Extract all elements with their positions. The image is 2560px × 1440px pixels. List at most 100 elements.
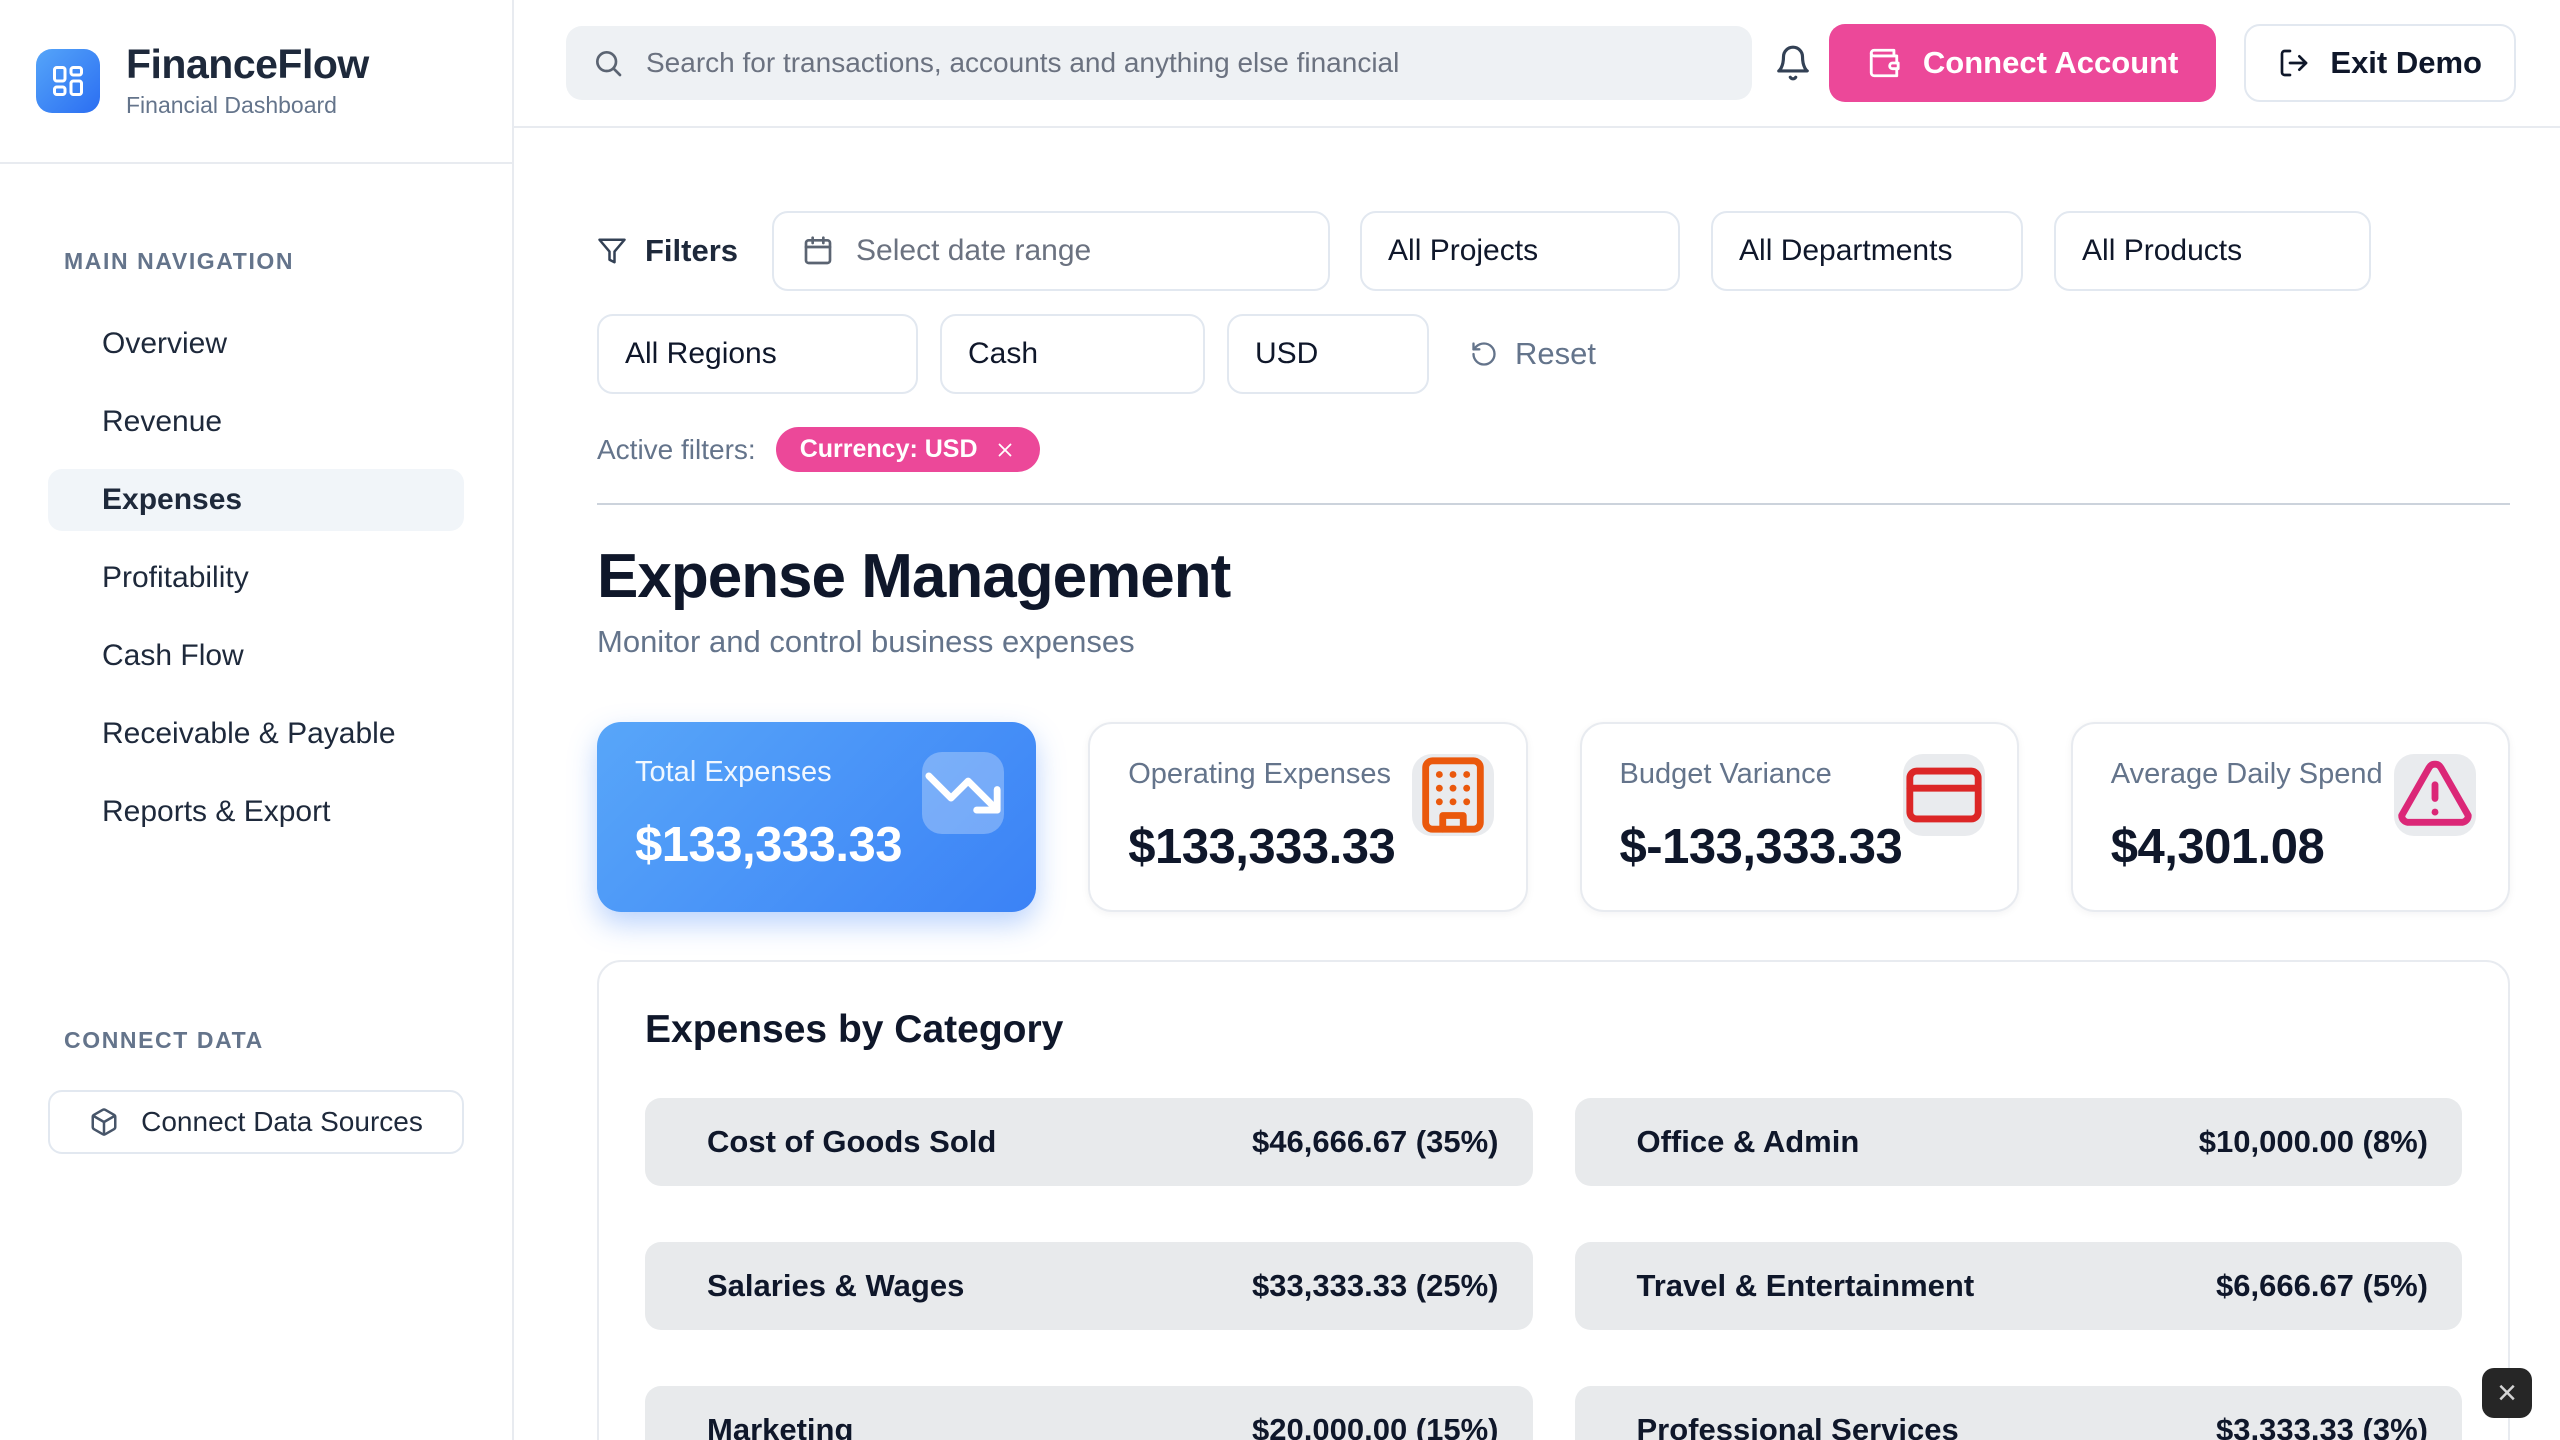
category-label: Marketing [707, 1412, 854, 1440]
sidebar-item-label: Expenses [102, 483, 243, 516]
sidebar-item-label: Receivable & Payable [102, 717, 396, 750]
sidebar-item-revenue[interactable]: Revenue [48, 391, 464, 453]
rotate-ccw-icon [1470, 340, 1498, 368]
connect-account-label: Connect Account [1922, 45, 2179, 80]
stat-label: Average Daily Spend [2110, 758, 2383, 790]
trending-down-icon [922, 752, 1005, 834]
sidebar-item-cash-flow[interactable]: Cash Flow [48, 625, 464, 687]
category-label: Cost of Goods Sold [707, 1124, 997, 1159]
stat-card-operating-expenses: Operating Expenses $133,333.33 [1088, 722, 1528, 912]
connect-data-sources-button[interactable]: Connect Data Sources [48, 1090, 464, 1154]
search-icon [592, 47, 624, 79]
stat-card-budget-variance: Budget Variance $-133,333.33 [1579, 722, 2019, 912]
remove-filter-icon[interactable] [994, 439, 1016, 461]
filters-row-2: All Regions Cash USD Reset [597, 314, 2510, 394]
calendar-icon [802, 235, 834, 267]
reset-filters-button[interactable]: Reset [1470, 336, 1596, 372]
expenses-by-category-card: Expenses by Category Cost of Goods Sold $… [597, 960, 2510, 1440]
category-label: Travel & Entertainment [1636, 1268, 1975, 1303]
active-filter-chip[interactable]: Currency: USD [775, 427, 1040, 472]
active-filter-chip-label: Currency: USD [799, 435, 978, 463]
stat-value: $4,301.08 [2110, 820, 2325, 874]
nav-list: Overview Revenue Expenses Profitability Cash… [48, 313, 464, 843]
category-list: Cost of Goods Sold $46,666.67 (35%) Office… [645, 1098, 2462, 1440]
page-subtitle: Monitor and control business expenses [597, 624, 1135, 659]
nav-section-label: MAIN NAVIGATION [64, 248, 295, 274]
logo-text: FinanceFlow Financial Dashboard [126, 43, 369, 118]
app-tagline: Financial Dashboard [126, 91, 337, 118]
filter-selects-row2: All Regions Cash USD [597, 314, 1429, 394]
category-value: $3,333.33 (3%) [2216, 1412, 2428, 1440]
sidebar: FinanceFlow Financial Dashboard MAIN NAV… [0, 0, 514, 1440]
filters-title: Filters [597, 233, 738, 269]
app-logo: FinanceFlow Financial Dashboard [0, 0, 512, 164]
select-value: All Projects [1388, 234, 1539, 267]
filter-select-regions[interactable]: All Regions [597, 314, 918, 394]
category-row-marketing: Marketing $20,000.00 (15%) [645, 1386, 1533, 1440]
sidebar-item-overview[interactable]: Overview [48, 313, 464, 375]
filter-funnel-icon [597, 236, 627, 266]
stat-card-average-daily-spend: Average Daily Spend $4,301.08 [2070, 722, 2510, 912]
active-filters-row: Active filters: Currency: USD [597, 427, 2510, 472]
wallet-icon [1867, 46, 1901, 80]
section-divider [597, 503, 2510, 505]
logo-mark-icon [36, 49, 100, 113]
category-row-office-admin: Office & Admin $10,000.00 (8%) [1574, 1098, 2462, 1186]
exit-demo-button[interactable]: Exit Demo [2244, 24, 2516, 102]
date-range-field[interactable] [856, 234, 1301, 268]
date-range-input[interactable] [772, 211, 1331, 291]
close-widget-button[interactable]: × [2482, 1368, 2532, 1418]
main-column: Connect Account Exit Demo Filters All Pr… [514, 0, 2560, 1440]
search-input[interactable] [646, 47, 1726, 79]
category-value: $33,333.33 (25%) [1252, 1268, 1499, 1303]
notifications-button[interactable] [1774, 44, 1812, 82]
active-filters-label: Active filters: [597, 433, 756, 465]
filter-select-payment[interactable]: Cash [940, 314, 1205, 394]
filter-select-departments[interactable]: All Departments [1711, 211, 2024, 291]
sidebar-item-label: Cash Flow [102, 639, 244, 672]
stat-cards: Total Expenses $133,333.33 Operating Expen… [597, 722, 2510, 912]
stat-value: $133,333.33 [635, 818, 903, 872]
sidebar-item-label: Revenue [102, 405, 223, 438]
category-label: Professional Services [1636, 1412, 1959, 1440]
category-row-cost-of-goods-sold: Cost of Goods Sold $46,666.67 (35%) [645, 1098, 1533, 1186]
sidebar-item-label: Profitability [102, 561, 249, 594]
category-label: Office & Admin [1636, 1124, 1860, 1159]
cube-icon [89, 1107, 119, 1137]
topbar: Connect Account Exit Demo [514, 0, 2560, 128]
connect-account-button[interactable]: Connect Account [1828, 24, 2217, 102]
select-value: Cash [968, 337, 1039, 370]
credit-card-icon [1902, 754, 1985, 836]
sidebar-item-profitability[interactable]: Profitability [48, 547, 464, 609]
category-value: $46,666.67 (35%) [1252, 1124, 1499, 1159]
filter-select-currency[interactable]: USD [1227, 314, 1429, 394]
category-row-professional-services: Professional Services $3,333.33 (3%) [1574, 1386, 2462, 1440]
category-value: $10,000.00 (8%) [2198, 1124, 2428, 1159]
sidebar-item-label: Reports & Export [102, 795, 331, 828]
select-value: USD [1255, 337, 1319, 370]
filter-select-projects[interactable]: All Projects [1360, 211, 1681, 291]
stat-label: Operating Expenses [1128, 758, 1392, 790]
sidebar-item-label: Overview [102, 327, 228, 360]
sidebar-item-expenses[interactable]: Expenses [48, 469, 464, 531]
reset-label: Reset [1515, 336, 1596, 371]
connect-section-label: CONNECT DATA [64, 1027, 264, 1053]
connect-data-section: CONNECT DATA Connect Data Sources [0, 1027, 512, 1154]
alert-triangle-icon [2394, 754, 2476, 836]
expenses-by-category-title: Expenses by Category [645, 1008, 1064, 1051]
search-box[interactable] [566, 26, 1752, 100]
filter-selects-row1: All Projects All Departments All Products [1360, 211, 2372, 291]
building-icon [1411, 754, 1494, 836]
select-value: All Regions [625, 337, 777, 370]
filter-select-products[interactable]: All Products [2054, 211, 2372, 291]
stat-value: $133,333.33 [1128, 820, 1396, 874]
sidebar-item-reports-export[interactable]: Reports & Export [48, 781, 464, 843]
stat-label: Total Expenses [635, 756, 832, 788]
stat-value: $-133,333.33 [1619, 820, 1903, 874]
sidebar-item-receivable-payable[interactable]: Receivable & Payable [48, 703, 464, 765]
app-title: FinanceFlow [126, 41, 369, 88]
category-value: $6,666.67 (5%) [2216, 1268, 2428, 1303]
select-value: All Products [2082, 234, 2243, 267]
